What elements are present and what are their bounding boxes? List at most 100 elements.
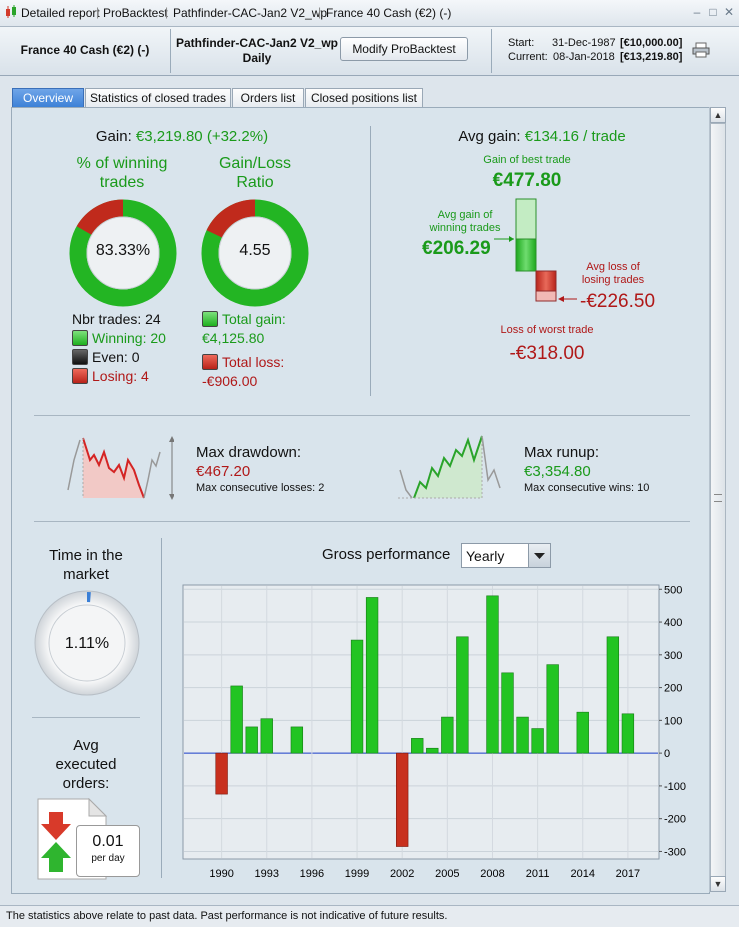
maximize-button[interactable]: □ <box>706 5 720 19</box>
best-trade-label: Gain of best trade <box>452 154 602 166</box>
x-tick-label: 2017 <box>616 868 640 880</box>
bar-2010 <box>517 717 529 753</box>
tab-orders-list[interactable]: Orders list <box>232 88 304 108</box>
period-select[interactable]: Yearly <box>461 543 551 568</box>
period-select-value: Yearly <box>466 548 504 564</box>
bar-1992 <box>246 727 258 753</box>
even-legend-swatch <box>72 349 88 365</box>
start-capital: [€10,000.00] <box>620 37 682 49</box>
avg-gain-label: Avg gain: <box>458 128 520 145</box>
worst-trade-label: Loss of worst trade <box>472 324 622 336</box>
total-loss-value: -€906.00 <box>202 373 257 389</box>
tab-overview[interactable]: Overview <box>12 88 84 108</box>
bar-1993 <box>261 719 273 753</box>
orders-value: 0.01 <box>77 833 139 851</box>
max-runup-value: €3,354.80 <box>524 463 591 480</box>
orders-unit: per day <box>77 853 139 864</box>
breadcrumb-system: Pathfinder-CAC-Jan2 V2_wp <box>173 6 327 20</box>
avg-win-value: €206.29 <box>422 238 491 260</box>
even-count: Even: 0 <box>92 349 139 365</box>
bar-1990 <box>216 753 228 794</box>
current-label: Current: <box>508 51 548 63</box>
start-date: 31-Dec-1987 <box>552 37 616 49</box>
avg-gain-value: €134.16 / trade <box>525 128 626 145</box>
close-button[interactable]: ✕ <box>722 5 736 19</box>
chevron-down-icon[interactable] <box>528 544 550 567</box>
bar-2017 <box>622 714 634 753</box>
report-header: France 40 Cash (€2) (-) Pathfinder-CAC-J… <box>0 27 739 76</box>
scroll-up-icon[interactable]: ▲ <box>710 107 726 123</box>
x-tick-label: 1990 <box>209 868 233 880</box>
total-gain-label: Total gain: <box>222 311 286 327</box>
bar-1999 <box>351 640 363 753</box>
breadcrumb-separator: | <box>318 5 321 19</box>
modify-probacktest-button[interactable]: Modify ProBacktest <box>340 37 468 61</box>
section-divider <box>370 126 371 396</box>
minimize-button[interactable]: – <box>690 5 704 19</box>
ratio-title-line2: Ratio <box>192 173 318 192</box>
y-tick-label: 100 <box>664 715 682 727</box>
scroll-thumb[interactable] <box>710 123 726 877</box>
gain-heading: Gain: €3,219.80 (+32.2%) <box>12 128 352 145</box>
instrument-name: France 40 Cash (€2) (-) <box>0 43 170 57</box>
header-divider <box>491 29 492 73</box>
avg-loss-label-line2: losing trades <box>568 274 658 287</box>
x-tick-label: 1999 <box>345 868 369 880</box>
losing-count: Losing: 4 <box>92 368 149 384</box>
y-tick-label: 300 <box>664 650 682 662</box>
x-tick-label: 2008 <box>480 868 504 880</box>
ratio-title-line1: Gain/Loss <box>192 154 318 173</box>
title-bar: Detailed report | ProBacktest | Pathfind… <box>0 0 739 27</box>
time-in-market-title: Time in the market <box>32 546 140 584</box>
ratio-value: 4.55 <box>200 242 310 260</box>
app-candlestick-icon <box>4 5 18 19</box>
timeframe: Daily <box>174 51 340 65</box>
winning-title-line1: % of winning <box>57 154 187 173</box>
scroll-down-icon[interactable]: ▼ <box>710 876 726 892</box>
worst-trade-value: -€318.00 <box>472 343 622 365</box>
y-tick-label: 400 <box>664 617 682 629</box>
footer-bar: The statistics above relate to past data… <box>0 905 739 927</box>
x-tick-label: 2002 <box>390 868 414 880</box>
bar-2011 <box>532 729 544 754</box>
x-tick-label: 1996 <box>300 868 324 880</box>
breadcrumb-probacktest: ProBacktest <box>103 6 168 20</box>
trade-range-bars <box>492 196 567 306</box>
tab-closed-positions-list[interactable]: Closed positions list <box>305 88 423 108</box>
y-tick-label: -200 <box>664 814 686 826</box>
bar-2004 <box>426 748 438 753</box>
section-divider <box>34 521 690 522</box>
best-trade-value: €477.80 <box>452 170 602 192</box>
bar-2002 <box>396 753 408 846</box>
avg-loss-label: Avg loss of losing trades <box>568 261 658 287</box>
print-icon[interactable] <box>692 42 710 58</box>
winning-count: Winning: 20 <box>92 330 166 346</box>
max-runup-label: Max runup: <box>524 444 599 461</box>
system-name: Pathfinder-CAC-Jan2 V2_wp <box>174 36 340 50</box>
max-drawdown-value: €467.20 <box>196 463 250 480</box>
breadcrumb-detailed-report: Detailed report <box>21 6 100 20</box>
vertical-scrollbar[interactable]: ▲ ▼ <box>709 107 726 892</box>
section-divider <box>34 415 690 416</box>
y-tick-label: 0 <box>664 748 670 760</box>
bar-1991 <box>231 686 243 753</box>
avg-exec-line3: orders: <box>32 774 140 793</box>
gain-label: Gain: <box>96 128 132 145</box>
runup-mini-chart <box>396 430 506 502</box>
x-tick-label: 2014 <box>571 868 595 880</box>
bar-2003 <box>411 738 423 753</box>
x-tick-label: 2005 <box>435 868 459 880</box>
grip-icon <box>714 494 722 502</box>
total-gain-swatch <box>202 311 218 327</box>
bar-2016 <box>607 637 619 753</box>
nbr-trades: Nbr trades: 24 <box>72 311 161 327</box>
time-market-line2: market <box>32 565 140 584</box>
header-divider <box>170 29 171 73</box>
tab-statistics-closed-trades[interactable]: Statistics of closed trades <box>85 88 231 108</box>
current-capital: [€13,219.80] <box>620 51 682 63</box>
disclaimer-text: The statistics above relate to past data… <box>6 910 447 922</box>
total-loss-swatch <box>202 354 218 370</box>
max-consecutive-wins: Max consecutive wins: 10 <box>524 482 649 494</box>
section-divider <box>32 717 140 718</box>
